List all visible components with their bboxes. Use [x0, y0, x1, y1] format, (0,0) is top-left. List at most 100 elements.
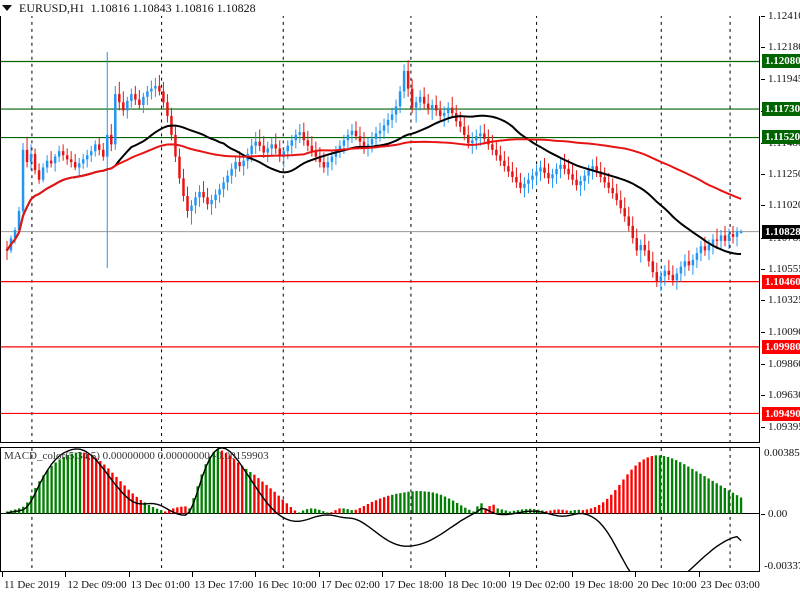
macd-histogram-bar: [589, 508, 593, 514]
axis-tick-mark: [65, 572, 67, 577]
macd-histogram-bar: [38, 481, 41, 514]
candle-body: [89, 151, 93, 156]
candle-body: [266, 148, 269, 153]
axis-tick-mark: [761, 79, 765, 81]
candle-body: [707, 244, 711, 251]
macd-histogram-bar: [468, 509, 471, 514]
macd-histogram-bar: [427, 491, 430, 514]
macd-tick-label: 0.00: [768, 507, 788, 520]
macd-histogram-bar: [249, 472, 252, 514]
price-level-badge[interactable]: 1.09980: [762, 340, 800, 355]
price-tick-label: 1.09395: [768, 421, 800, 434]
price-level-badge[interactable]: 1.11730: [762, 101, 800, 116]
macd-histogram-bar: [309, 508, 313, 514]
candle-body: [330, 156, 334, 163]
candle-body: [182, 178, 185, 197]
macd-histogram-bar: [301, 510, 305, 514]
candle-body: [154, 85, 157, 89]
macd-histogram-bar: [34, 487, 37, 514]
price-level-badge[interactable]: 1.10460: [762, 274, 800, 289]
macd-plot-area[interactable]: [1, 448, 759, 571]
axis-tick-mark: [761, 513, 765, 515]
candle-body: [350, 130, 354, 135]
candle-body: [258, 141, 261, 146]
candle-body: [667, 270, 671, 275]
candle-body: [555, 168, 558, 175]
candle-body: [523, 183, 526, 188]
macd-histogram-bar: [650, 456, 654, 514]
macd-histogram-bar: [727, 490, 731, 514]
macd-histogram-bar: [220, 450, 224, 514]
candle-body: [483, 133, 486, 139]
candle-body: [346, 134, 350, 141]
axis-tick-mark: [761, 174, 765, 176]
price-level-badge[interactable]: 1.09490: [762, 407, 800, 422]
candle-body: [218, 189, 221, 195]
candle-body: [134, 94, 137, 100]
price-level-badge[interactable]: 1.12080: [762, 53, 800, 68]
macd-histogram-bar: [512, 510, 516, 514]
candle-body: [671, 274, 675, 281]
price-scale-axis[interactable]: 1.124101.121801.119451.117151.114801.112…: [760, 0, 800, 572]
axis-tick-mark: [445, 572, 447, 577]
candle-body: [535, 171, 538, 176]
axis-tick-mark: [318, 572, 320, 577]
macd-tick-label: -0.0033793: [764, 560, 800, 572]
macd-histogram-bar: [423, 491, 426, 514]
candle-body: [198, 191, 201, 198]
current-price-badge[interactable]: 1.10828: [762, 224, 800, 239]
time-scale-axis[interactable]: 11 Dec 2019 12 Dec 09:00 13 Dec 01:00 13 De…: [0, 572, 760, 600]
candle-body: [627, 216, 630, 226]
macd-histogram-bar: [314, 508, 317, 514]
candle-body: [114, 94, 117, 145]
candle-body: [214, 194, 217, 201]
macd-histogram-bar: [488, 506, 491, 514]
macd-histogram-bar: [354, 509, 357, 514]
macd-histogram-bar: [403, 492, 406, 514]
macd-histogram-bar: [707, 478, 710, 514]
macd-histogram-bar: [581, 510, 585, 514]
candle-body: [338, 145, 342, 152]
price-level-badge[interactable]: 1.11520: [762, 130, 800, 145]
candle-body: [471, 140, 474, 144]
candle-body: [254, 141, 257, 146]
candle-body: [663, 270, 667, 277]
axis-tick-mark: [761, 395, 765, 397]
macd-histogram-bar: [735, 495, 739, 514]
macd-histogram-bar: [346, 509, 349, 514]
macd-histogram-bar: [362, 506, 366, 514]
candle-body: [699, 246, 703, 254]
candle-body: [206, 197, 209, 205]
candle-body: [354, 130, 358, 137]
macd-histogram-bar: [439, 494, 443, 514]
macd-histogram-bar: [565, 510, 568, 514]
macd-histogram-bar: [366, 503, 370, 514]
candle-body: [122, 102, 125, 111]
axis-tick-mark: [761, 15, 765, 17]
candle-body: [326, 162, 330, 168]
candle-body: [414, 102, 418, 108]
macd-histogram-bar: [731, 492, 735, 514]
candle-body: [186, 196, 189, 211]
macd-histogram-bar: [318, 509, 321, 514]
axis-tick-mark: [255, 572, 257, 577]
candle-body: [655, 272, 659, 282]
macd-histogram-bar: [500, 509, 503, 514]
macd-histogram-bar: [115, 476, 118, 514]
candle-body: [174, 134, 177, 157]
axis-tick-mark: [128, 572, 130, 577]
price-plot-area[interactable]: [1, 1, 759, 442]
candle-body: [110, 134, 113, 145]
candle-body: [118, 94, 121, 103]
macd-histogram-bar: [504, 510, 507, 514]
macd-histogram-bar: [593, 507, 597, 514]
time-tick-label: 12 Dec 09:00: [67, 579, 127, 591]
macd-histogram-bar: [601, 502, 605, 514]
macd-histogram-bar: [176, 507, 179, 514]
price-chart-panel[interactable]: [0, 0, 760, 443]
candle-body: [479, 133, 482, 137]
macd-histogram-bar: [703, 476, 706, 514]
candle-body: [138, 99, 141, 105]
candle-body: [162, 91, 165, 103]
macd-chart-panel[interactable]: [0, 447, 760, 572]
